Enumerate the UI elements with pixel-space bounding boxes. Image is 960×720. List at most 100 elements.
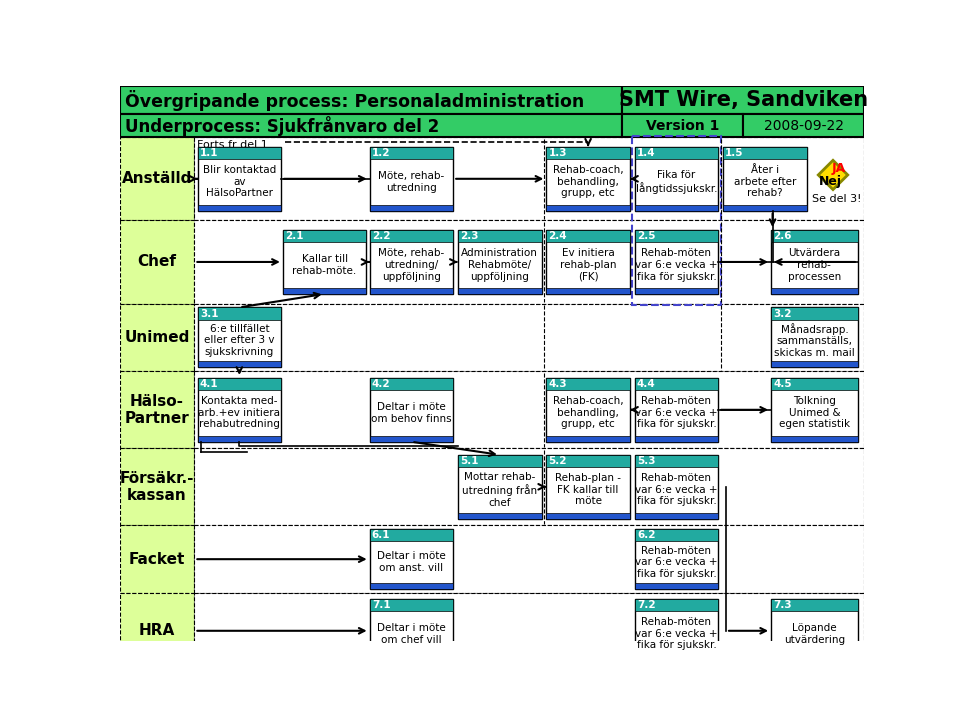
Bar [635,230,718,243]
Text: Administration
Rehabmöte/
uppföljning: Administration Rehabmöte/ uppföljning [462,248,539,282]
Bar [635,513,718,518]
Bar [370,230,453,294]
Text: 1.1: 1.1 [200,148,218,158]
Text: Chef: Chef [137,254,177,269]
Bar [458,513,541,518]
Text: 6.1: 6.1 [372,531,391,540]
Text: 2008-09-22: 2008-09-22 [763,119,844,132]
Text: 7.2: 7.2 [636,600,656,610]
Bar [546,513,630,518]
Bar [771,288,858,294]
Text: Rehab-plan -
FK kallar till
möte: Rehab-plan - FK kallar till möte [555,473,621,506]
Text: Forts fr del 1.: Forts fr del 1. [197,140,271,150]
Text: Version 1: Version 1 [646,119,719,132]
Bar [194,526,864,593]
Bar [635,599,718,611]
Text: 2.1: 2.1 [285,231,303,241]
Text: 2.3: 2.3 [460,231,479,241]
Bar [635,529,718,541]
Bar [120,220,194,304]
Bar [771,599,858,611]
Bar [546,378,630,390]
Text: Fika för
långtidssjukskr.: Fika för långtidssjukskr. [636,170,717,194]
Text: 4.3: 4.3 [548,379,567,389]
Text: Deltar i möte
om chef vill: Deltar i möte om chef vill [377,623,445,644]
Bar [120,138,194,220]
Bar [546,230,630,243]
Bar [546,204,630,211]
Bar [635,657,718,662]
Bar [370,583,453,589]
Bar [635,147,718,159]
Polygon shape [818,161,848,189]
Bar [198,378,281,390]
Bar [120,86,622,114]
Bar [743,114,864,138]
Bar [370,147,453,159]
Bar [723,147,806,159]
Text: Löpande
utvärdering: Löpande utvärdering [783,623,845,644]
Bar [546,436,630,442]
Text: 1.4: 1.4 [636,148,656,158]
Text: Rehab-möten
var 6:e vecka +
fika för sjukskr.: Rehab-möten var 6:e vecka + fika för sju… [636,248,718,282]
Text: 5.1: 5.1 [460,456,479,466]
Bar [546,378,630,442]
Text: 2.4: 2.4 [548,231,567,241]
Bar [635,288,718,294]
Bar [635,378,718,390]
Text: Se del 3!: Se del 3! [812,194,862,204]
Bar [458,230,541,294]
Bar [723,204,806,211]
Text: 2.2: 2.2 [372,231,391,241]
Text: Nej: Nej [819,175,842,188]
Text: Övergripande process: Personaladministration: Övergripande process: Personaladministra… [125,90,584,111]
Text: JA: JA [832,162,847,175]
Text: Underprocess: Sjukfrånvaro del 2: Underprocess: Sjukfrånvaro del 2 [125,116,439,135]
Bar [370,436,453,442]
Bar [635,436,718,442]
Bar [198,147,281,211]
Text: Möte, rehab-
utredning: Möte, rehab- utredning [378,171,444,193]
Bar [458,455,541,518]
Bar [458,288,541,294]
Bar [120,593,194,668]
Bar [198,147,281,159]
Text: Möte, rehab-
utredning/
uppföljning: Möte, rehab- utredning/ uppföljning [378,248,444,282]
Bar [370,204,453,211]
Bar [194,304,864,372]
Bar [622,86,864,114]
Text: Facket: Facket [129,552,185,567]
Text: Utvärdera
rehab-
processen: Utvärdera rehab- processen [788,248,841,282]
Bar [635,583,718,589]
Text: Månadsrapp.
sammanställs,
skickas m. mail: Månadsrapp. sammanställs, skickas m. mai… [774,323,854,358]
Text: 1.2: 1.2 [372,148,391,158]
Text: Rehab-coach,
behandling,
grupp, etc: Rehab-coach, behandling, grupp, etc [553,396,623,429]
Bar [771,436,858,442]
Bar [370,378,453,442]
Text: Deltar i möte
om behov finns: Deltar i möte om behov finns [372,402,452,423]
Bar [771,378,858,442]
Text: Unimed: Unimed [124,330,189,345]
Bar [194,593,864,668]
Bar [635,455,718,467]
Bar [370,378,453,390]
Bar [120,526,194,593]
Bar [370,230,453,243]
Text: 2.5: 2.5 [636,231,656,241]
Text: Anställd: Anställd [122,171,192,186]
Bar [370,599,453,611]
Bar [194,138,864,220]
Text: 6:e tillfället
eller efter 3 v
sjukskrivning: 6:e tillfället eller efter 3 v sjukskriv… [204,324,275,357]
Bar [635,378,718,442]
Bar [198,378,281,442]
Text: Ev initiera
rehab-plan
(FK): Ev initiera rehab-plan (FK) [560,248,616,282]
Bar [120,114,622,138]
Bar [198,436,281,442]
Text: 5.3: 5.3 [636,456,656,466]
Bar [194,220,864,304]
Bar [370,529,453,541]
Bar [771,378,858,390]
Bar [198,307,281,320]
Text: 4.1: 4.1 [200,379,219,389]
Text: Mottar rehab-
utredning från
chef: Mottar rehab- utredning från chef [462,472,538,508]
